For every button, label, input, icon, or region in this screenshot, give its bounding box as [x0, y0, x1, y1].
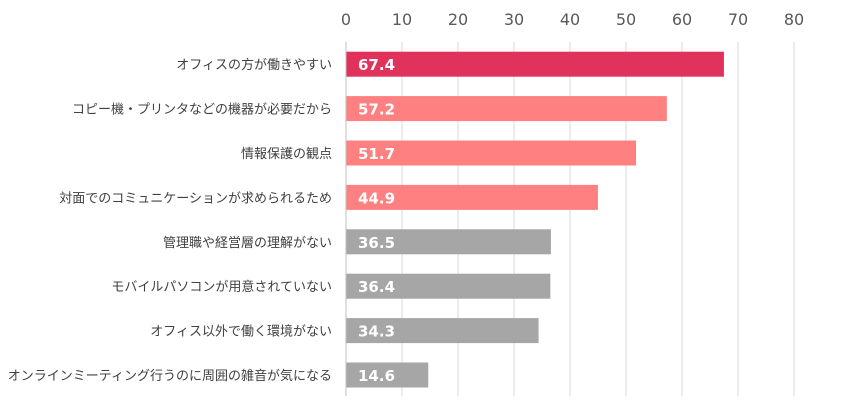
x-tick-label: 40: [560, 10, 580, 29]
bar-6: [346, 273, 551, 299]
value-label: 67.4: [358, 56, 395, 74]
value-label: 51.7: [358, 145, 395, 163]
bar-4: [346, 184, 598, 210]
bar-2: [346, 96, 667, 122]
value-label: 36.5: [358, 234, 395, 252]
value-label: 34.3: [358, 323, 395, 341]
x-axis-ticks: 0 10 20 30 40 50 60 70 80: [341, 10, 804, 29]
x-tick-label: 20: [448, 10, 468, 29]
category-label: 管理職や経営層の理解がない: [163, 236, 332, 251]
x-tick-label: 60: [672, 10, 692, 29]
bar-1: [346, 51, 724, 77]
bar-5: [346, 229, 551, 255]
x-tick-label: 50: [616, 10, 636, 29]
value-label: 57.2: [358, 101, 395, 119]
bars: [346, 51, 724, 388]
category-label: モバイルパソコンが用意されていない: [111, 279, 332, 295]
category-label: オンラインミーティング行うのに周囲の雑音が気になる: [8, 368, 332, 384]
x-tick-label: 10: [392, 10, 412, 29]
category-label: オフィスの方が働きやすい: [176, 57, 332, 73]
x-tick-label: 80: [784, 10, 804, 29]
x-tick-label: 70: [728, 10, 748, 29]
bar-3: [346, 140, 637, 166]
category-label: オフィス以外で働く環境がない: [150, 325, 332, 340]
value-label: 14.6: [358, 367, 395, 385]
value-labels: 67.4 57.2 51.7 44.9 36.5 36.4 34.3 14.6: [358, 56, 395, 385]
value-label: 36.4: [358, 278, 395, 296]
x-tick-label: 30: [504, 10, 524, 29]
value-label: 44.9: [358, 189, 395, 207]
category-label: コピー機・プリンタなどの機器が必要だから: [72, 103, 332, 118]
bar-8: [346, 362, 429, 388]
category-labels: オフィスの方が働きやすいコピー機・プリンタなどの機器が必要だから情報保護の観点対…: [8, 57, 332, 384]
category-label: 対面でのコミュニケーションが求められるため: [59, 191, 332, 206]
bar-7: [346, 318, 539, 344]
x-tick-label: 0: [341, 10, 351, 29]
category-label: 情報保護の観点: [241, 146, 332, 162]
